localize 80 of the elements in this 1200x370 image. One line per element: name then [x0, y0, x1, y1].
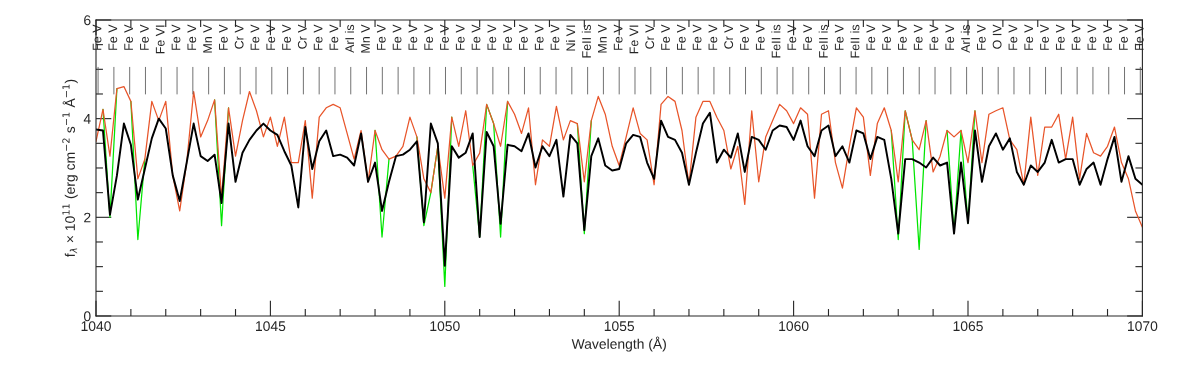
- annotation: Ni VI: [566, 25, 576, 51]
- annotation: Fe V: [803, 24, 813, 50]
- annotation: Fe VI: [155, 25, 165, 54]
- annotation: ArI is: [960, 24, 970, 53]
- annotation: Fe V: [550, 24, 560, 50]
- annotation: Fe V: [487, 24, 497, 50]
- annotation: Fe V: [1087, 24, 1097, 50]
- annotation: Fe V: [913, 24, 923, 50]
- x-tick-label: 1040: [81, 321, 111, 332]
- annotation: Fe V: [313, 24, 323, 50]
- annotation: Fe V: [108, 24, 118, 50]
- annotation: Fe V: [755, 24, 765, 50]
- annotation: Fe V: [92, 24, 102, 50]
- annotation: Fe V: [834, 24, 844, 50]
- annotation: Fe V: [250, 24, 260, 50]
- annotation: Fe V: [329, 24, 339, 50]
- annotation: Fe V: [977, 24, 986, 50]
- annotation: Fe V: [1055, 24, 1065, 50]
- annotation: Fe V: [266, 24, 276, 50]
- x-tick-label: 1050: [430, 321, 460, 332]
- annotation: Fe V: [282, 24, 291, 50]
- annotation: Fe V: [708, 24, 718, 50]
- annotation: Fe V: [613, 24, 623, 50]
- line-series: [96, 85, 1143, 228]
- annotation: FeII is: [771, 24, 781, 58]
- annotation: Mn V: [203, 24, 212, 53]
- annotation: Fe V: [1008, 24, 1018, 50]
- x-tick-label: 1055: [604, 321, 635, 332]
- annotation: Fe V: [440, 24, 449, 50]
- annotation: Fe V: [1119, 24, 1128, 50]
- annotation: Fe V: [219, 24, 228, 50]
- annotation: Fe V: [740, 24, 749, 50]
- annotation: FeII is: [581, 24, 591, 58]
- x-tick-label: 1045: [256, 321, 286, 332]
- annotation: Fe V: [424, 24, 434, 50]
- annotation: Fe V: [677, 24, 686, 50]
- annotation: Mn V: [598, 24, 607, 53]
- x-tick-label: 1060: [779, 321, 809, 332]
- annotation: Fe V: [1040, 24, 1049, 50]
- annotation: Fe V: [140, 24, 149, 50]
- annotation: Fe V: [519, 24, 528, 50]
- annotation: Fe V: [882, 24, 891, 50]
- annotation: Fe V: [392, 24, 402, 50]
- x-tick-label: 1070: [1128, 321, 1158, 332]
- annotation: Fe V: [692, 24, 702, 50]
- annotation: Fe V: [1071, 24, 1081, 50]
- annotation: Fe VI: [629, 25, 639, 54]
- annotation: Cr V: [297, 24, 307, 49]
- annotation: Fe V: [376, 24, 386, 50]
- y-tick-label: 6: [84, 15, 91, 26]
- y-tick-label: 0: [83, 311, 91, 322]
- y-tick-label: 4: [83, 114, 91, 124]
- annotation: Fe V: [187, 24, 197, 50]
- annotation: FeII is: [850, 24, 860, 58]
- annotation: Cr V: [645, 24, 655, 49]
- x-axis-title: Wavelength (Å): [571, 336, 666, 352]
- annotation: Fe V: [1024, 24, 1034, 50]
- annotation: Fe V: [929, 24, 939, 50]
- text: f$_{λ}$ × 10$^{11}$ (erg cm$^{−2}$ s$^{−1}$ Å$^{−1}$): [62, 79, 78, 257]
- annotation: Fe V: [661, 24, 670, 50]
- line-series: [96, 111, 1143, 267]
- annotation: Fe V: [471, 24, 481, 50]
- annotation: Fe V: [534, 24, 544, 50]
- annotation: Fe V: [171, 24, 181, 50]
- annotation: O IV: [992, 24, 1002, 49]
- y-tick-label: 2: [84, 212, 91, 223]
- annotation: Fe V: [124, 24, 134, 50]
- annotation: Fe V: [898, 24, 907, 50]
- annotation: Fe V: [866, 24, 876, 50]
- annotation: Fe V: [455, 24, 465, 50]
- annotation: Fe V: [787, 24, 797, 50]
- x-tick-label: 1065: [953, 321, 983, 332]
- annotation: Fe V: [1103, 24, 1113, 50]
- annotation: Cr V: [724, 24, 734, 49]
- annotation: Fe V: [503, 24, 513, 50]
- annotation: Fe V: [408, 24, 418, 50]
- annotation: Fe V: [945, 24, 955, 50]
- annotation: ArI is: [344, 24, 355, 53]
- annotation: Mn V: [361, 24, 370, 53]
- annotation: FeII is: [818, 24, 828, 58]
